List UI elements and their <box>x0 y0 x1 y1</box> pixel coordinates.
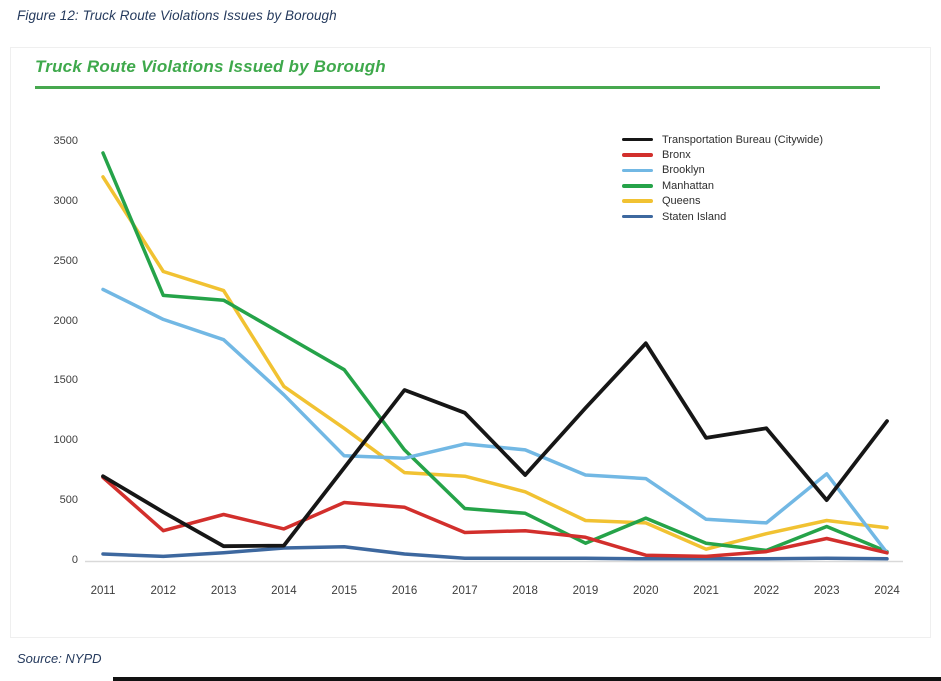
x-tick-2018: 2018 <box>512 585 538 597</box>
chart-legend: Transportation Bureau (Citywide) Bronx Bro… <box>622 132 823 224</box>
legend-item: Brooklyn <box>622 163 823 178</box>
legend-swatch-icon <box>622 199 653 204</box>
chart-panel <box>10 47 931 638</box>
y-tick-3500: 3500 <box>53 135 78 147</box>
legend-swatch-icon <box>622 214 653 219</box>
x-tick-2011: 2011 <box>90 585 116 597</box>
x-tick-2017: 2017 <box>452 585 478 597</box>
legend-label: Queens <box>662 195 701 208</box>
y-tick-1000: 1000 <box>53 434 78 447</box>
x-tick-2023: 2023 <box>813 585 840 597</box>
legend-item: Transportation Bureau (Citywide) <box>622 132 823 147</box>
legend-swatch-icon <box>622 137 653 142</box>
series-line-bronx <box>101 475 889 559</box>
x-tick-2019: 2019 <box>572 585 599 597</box>
bottom-divider <box>113 677 941 681</box>
x-tick-2022: 2022 <box>753 585 780 597</box>
figure-caption: Figure 12: Truck Route Violations Issues… <box>17 8 337 23</box>
legend-swatch-icon <box>622 153 653 157</box>
y-tick-2500: 2500 <box>53 254 78 267</box>
series-line-manhattan <box>101 151 889 554</box>
legend-swatch-icon <box>622 184 653 188</box>
legend-label: Brooklyn <box>662 164 705 177</box>
x-tick-2014: 2014 <box>271 585 297 597</box>
legend-label: Staten Island <box>662 210 727 223</box>
series-line-brooklyn <box>101 287 889 555</box>
y-tick-1500: 1500 <box>53 374 78 387</box>
y-tick-500: 500 <box>59 494 78 507</box>
series-line-queens <box>101 175 889 551</box>
series-line-staten-island <box>101 545 889 561</box>
legend-label: Transportation Bureau (Citywide) <box>662 133 823 146</box>
legend-label: Manhattan <box>662 179 714 192</box>
x-tick-2015: 2015 <box>331 585 358 597</box>
legend-item: Queens <box>622 194 823 209</box>
x-tick-2021: 2021 <box>693 585 719 597</box>
legend-label: Bronx <box>662 149 691 162</box>
chart-title: Truck Route Violations Issued by Borough <box>35 57 386 76</box>
legend-item: Manhattan <box>622 178 823 193</box>
legend-item: Bronx <box>622 147 823 162</box>
y-tick-3000: 3000 <box>53 194 78 207</box>
x-tick-2012: 2012 <box>150 585 177 597</box>
title-underline <box>35 86 880 89</box>
x-tick-2020: 2020 <box>632 585 659 597</box>
legend-swatch-icon <box>622 168 653 173</box>
x-tick-2024: 2024 <box>874 585 900 597</box>
source-note: Source: NYPD <box>17 651 102 666</box>
legend-item: Staten Island <box>622 209 823 224</box>
y-tick-2000: 2000 <box>53 314 78 327</box>
x-tick-2013: 2013 <box>210 585 237 597</box>
series-line-transportation-bureau-citywide <box>101 341 889 549</box>
y-tick-0: 0 <box>71 554 78 566</box>
x-tick-2016: 2016 <box>391 585 418 597</box>
